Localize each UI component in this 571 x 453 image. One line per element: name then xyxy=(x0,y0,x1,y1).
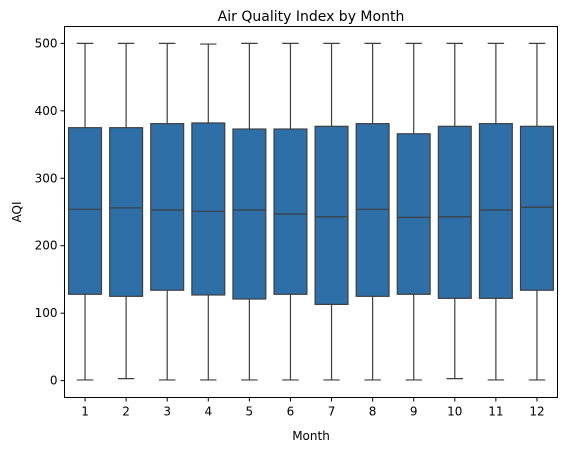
x-tick-label: 6 xyxy=(287,405,295,419)
iqr-box xyxy=(109,127,144,297)
x-tick-label: 10 xyxy=(447,405,462,419)
x-tick-label: 3 xyxy=(163,405,171,419)
box-month-3 xyxy=(150,42,185,381)
box-month-10 xyxy=(437,42,472,380)
x-tick-label: 5 xyxy=(246,405,254,419)
x-tick-label: 4 xyxy=(204,405,212,419)
iqr-box xyxy=(68,127,103,295)
x-tick-label: 8 xyxy=(369,405,377,419)
y-tick-label: 400 xyxy=(35,104,58,118)
iqr-box xyxy=(191,122,226,296)
iqr-box xyxy=(519,125,554,291)
y-axis-label: AQI xyxy=(10,202,24,223)
x-axis: 1 2 3 4 5 6 7 8 9 10 11 12 xyxy=(81,397,545,419)
x-tick-label: 9 xyxy=(410,405,418,419)
iqr-box xyxy=(437,125,472,299)
iqr-box xyxy=(396,133,431,295)
iqr-box xyxy=(273,128,308,295)
box-month-6 xyxy=(273,42,308,381)
chart-title: Air Quality Index by Month xyxy=(218,9,405,25)
y-tick-label: 200 xyxy=(35,239,58,253)
y-axis: 0 100 200 300 400 500 xyxy=(35,36,65,388)
iqr-box xyxy=(314,125,349,306)
y-tick-label: 300 xyxy=(35,171,58,185)
x-tick-label: 11 xyxy=(488,405,503,419)
y-tick-label: 0 xyxy=(50,374,58,388)
plot-area xyxy=(68,42,554,381)
x-tick-label: 12 xyxy=(529,405,544,419)
x-axis-label: Month xyxy=(292,429,330,443)
box-month-12 xyxy=(519,42,554,381)
y-tick-label: 500 xyxy=(35,36,58,50)
iqr-box xyxy=(232,128,267,300)
iqr-box xyxy=(150,123,185,291)
box-month-8 xyxy=(355,42,390,381)
x-tick-label: 1 xyxy=(81,405,89,419)
box-month-5 xyxy=(232,42,267,381)
box-month-2 xyxy=(109,42,144,380)
box-month-9 xyxy=(396,42,431,381)
iqr-box xyxy=(355,123,390,297)
y-tick-label: 100 xyxy=(35,306,58,320)
box-month-11 xyxy=(478,42,513,381)
x-tick-label: 7 xyxy=(328,405,336,419)
box-month-7 xyxy=(314,42,349,381)
box-month-1 xyxy=(68,42,103,381)
plot-frame xyxy=(64,26,558,398)
x-tick-label: 2 xyxy=(122,405,130,419)
iqr-box xyxy=(478,123,513,299)
box-month-4 xyxy=(191,43,226,381)
